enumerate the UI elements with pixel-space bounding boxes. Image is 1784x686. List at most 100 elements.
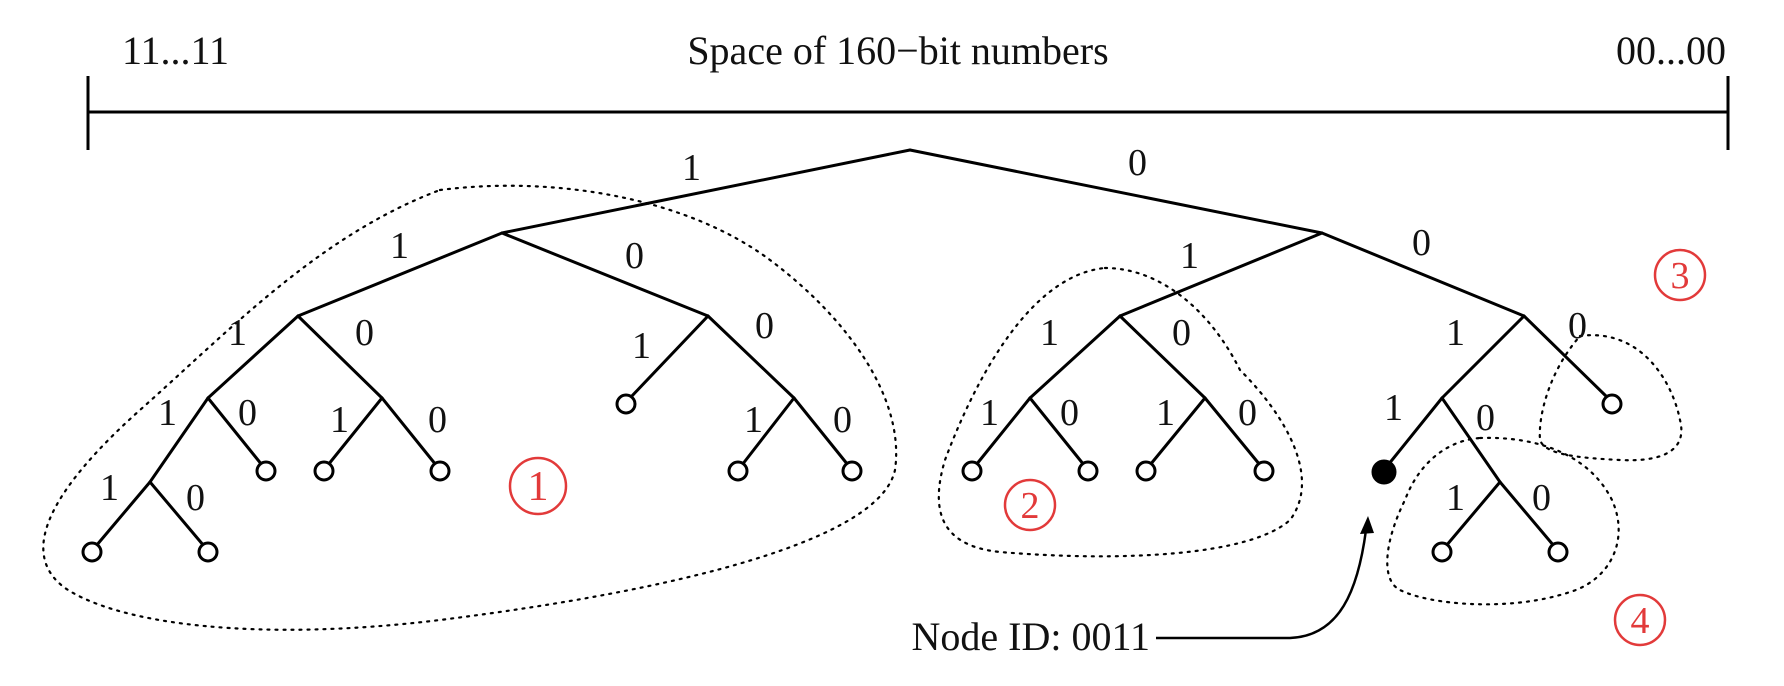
arrow-head-icon (1360, 516, 1374, 534)
leaf-node (727, 460, 749, 482)
subtree-marker-circle (1003, 478, 1057, 532)
edge (1203, 396, 1262, 467)
leaf-node (1253, 460, 1275, 482)
edge-label: 0 (625, 235, 644, 277)
edge (206, 396, 264, 467)
edge-label: 1 (1446, 312, 1465, 354)
edge (1028, 396, 1086, 467)
edge (740, 396, 796, 467)
subtree-marker-number: 2 (1021, 485, 1040, 527)
edge-label: 0 (833, 399, 852, 441)
leaf-node (1135, 460, 1157, 482)
edge-label: 1 (330, 399, 349, 441)
edge (380, 396, 438, 467)
leaf-node (1547, 541, 1569, 563)
edge-label: 0 (238, 392, 257, 434)
leaf-node (1077, 460, 1099, 482)
edge (1440, 314, 1526, 400)
leaf-node (841, 460, 863, 482)
leaf-node (615, 393, 637, 415)
tree-edges (94, 148, 1610, 548)
subtree-marker-circle (1613, 593, 1667, 647)
edge-label: 1 (1156, 392, 1175, 434)
subtree-marker-number: 4 (1631, 600, 1650, 642)
edge-label: 0 (1412, 222, 1431, 264)
leaf-node (1601, 393, 1623, 415)
edge-label: 1 (390, 225, 409, 267)
edge-bit-labels: 1 0 1 0 1 0 1 0 1 0 1 0 1 0 1 0 1 0 1 0 … (100, 142, 1587, 519)
edge (206, 314, 300, 400)
edge-label: 1 (228, 312, 247, 354)
subtree-marker-number: 1 (528, 464, 549, 510)
edge-label: 0 (355, 312, 374, 354)
edge-label: 1 (632, 325, 651, 367)
id-space-axis: 11...11 Space of 160−bit numbers 00...00 (86, 28, 1730, 150)
axis-left-label: 11...11 (122, 28, 229, 73)
edge (1320, 231, 1526, 318)
leaf-node (197, 541, 219, 563)
edge (1148, 396, 1207, 467)
edge-label: 1 (158, 392, 177, 434)
leaf-node (255, 460, 277, 482)
subtree-outlines (42, 184, 1683, 631)
edge (148, 480, 206, 548)
axis-right-label: 00...00 (1616, 28, 1726, 73)
edge-label: 1 (1180, 235, 1199, 277)
edge-label: 1 (682, 147, 701, 189)
subtree-outline-4 (1386, 436, 1620, 606)
leaf-node (961, 460, 983, 482)
subtree-marker-number: 3 (1671, 255, 1690, 297)
node-id-label: Node ID: 0011 (912, 614, 1150, 659)
edge (1522, 314, 1610, 400)
edge (326, 396, 384, 467)
subtree-outline-2 (937, 266, 1304, 558)
subtree-outline-3 (1538, 334, 1683, 462)
edge (500, 231, 710, 318)
edge (628, 314, 710, 400)
edge (1118, 231, 1324, 318)
subtree-marker-circle (1653, 248, 1707, 302)
leaf-node (313, 460, 335, 482)
edge (1028, 314, 1122, 400)
subtree-marker-4: 4 (1613, 593, 1667, 647)
edge-label: 1 (744, 399, 763, 441)
subtree-outline-1 (42, 184, 898, 631)
node-id-arrow (1156, 529, 1368, 640)
edge (792, 396, 850, 467)
subtree-marker-circle (508, 456, 568, 516)
edge (1498, 480, 1556, 548)
edge-label: 1 (980, 392, 999, 434)
node-id-annotation: Node ID: 0011 (912, 516, 1374, 659)
edge-label: 0 (428, 399, 447, 441)
edge (148, 396, 210, 484)
edge-label: 0 (1532, 477, 1551, 519)
edge (908, 148, 1324, 235)
subtree-marker-1: 1 (508, 456, 568, 516)
subtree-marker-3: 3 (1653, 248, 1707, 302)
edge-label: 0 (1128, 142, 1147, 184)
edge-label: 0 (186, 477, 205, 519)
subtree-markers: 1 2 3 4 (508, 248, 1707, 647)
edge-label: 1 (1384, 387, 1403, 429)
edge-label: 1 (1040, 312, 1059, 354)
own-node (1371, 459, 1397, 485)
edge-label: 0 (1238, 392, 1257, 434)
edge-label: 0 (1172, 312, 1191, 354)
leaf-node (429, 460, 451, 482)
edge (1386, 396, 1444, 467)
edge-label: 1 (100, 467, 119, 509)
edge-label: 0 (1060, 392, 1079, 434)
subtree-marker-2: 2 (1003, 478, 1057, 532)
tree-leaves (81, 393, 1623, 563)
edge (296, 314, 384, 400)
edge (500, 148, 912, 235)
edge (1118, 314, 1207, 400)
leaf-node (1431, 541, 1453, 563)
edge-label: 0 (755, 305, 774, 347)
leaf-node (81, 541, 103, 563)
edge (94, 480, 152, 548)
edge (296, 231, 504, 318)
edge-label: 1 (1446, 477, 1465, 519)
